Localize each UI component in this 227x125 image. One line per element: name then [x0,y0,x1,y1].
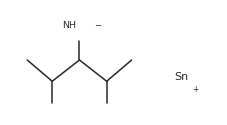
Text: +: + [192,86,199,94]
Text: Sn: Sn [175,72,189,83]
Text: −: − [94,21,101,30]
Text: NH: NH [62,20,76,30]
